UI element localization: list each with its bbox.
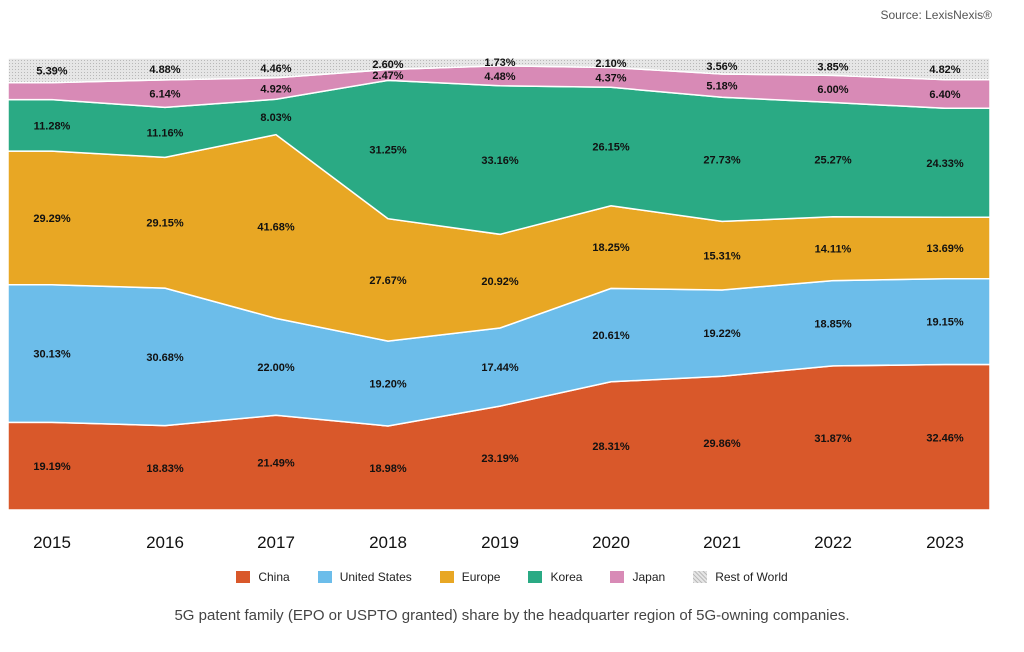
data-label-korea-2021: 27.73%: [703, 154, 741, 166]
legend-item-rest-of-world: Rest of World: [693, 570, 788, 584]
data-label-europe-2017: 41.68%: [257, 222, 295, 234]
source-note: Source: LexisNexis®: [880, 8, 992, 22]
legend-item-japan: Japan: [610, 570, 665, 584]
legend-label-europe: Europe: [461, 570, 501, 584]
data-label-china-2023: 32.46%: [926, 432, 964, 444]
data-label-europe-2021: 15.31%: [703, 251, 741, 263]
data-label-rest-of-world-2023: 4.82%: [929, 64, 960, 76]
legend-label-united-states: United States: [339, 570, 412, 584]
data-label-united-states-2017: 22.00%: [257, 362, 295, 374]
data-label-rest-of-world-2020: 2.10%: [595, 58, 626, 70]
x-axis: 2015 2016 2017 2018 2019 2020 2021 2022 2023: [33, 533, 964, 552]
data-label-china-2019: 23.19%: [481, 453, 519, 465]
legend-swatch-china: [236, 571, 251, 583]
data-label-united-states-2015: 30.13%: [33, 349, 71, 361]
x-tick-label-2020: 2020: [592, 533, 630, 552]
legend-swatch-japan: [610, 571, 625, 583]
data-label-europe-2015: 29.29%: [33, 213, 71, 225]
data-label-japan-2020: 4.37%: [595, 72, 626, 84]
legend-swatch-korea: [528, 571, 543, 583]
data-label-japan-2018: 2.47%: [372, 70, 403, 82]
data-label-europe-2019: 20.92%: [481, 276, 519, 288]
chart-caption: 5G patent family (EPO or USPTO granted) …: [174, 607, 850, 624]
data-label-europe-2023: 13.69%: [926, 243, 964, 255]
x-tick-label-2021: 2021: [703, 533, 741, 552]
data-label-rest-of-world-2019: 1.73%: [484, 57, 515, 69]
data-label-japan-2022: 6.00%: [817, 84, 848, 96]
areas-layer: [7, 57, 991, 511]
legend-swatch-rest-of-world: [693, 571, 708, 583]
data-label-europe-2020: 18.25%: [592, 242, 630, 254]
x-tick-label-2015: 2015: [33, 533, 71, 552]
legend-swatch-europe: [439, 571, 454, 583]
data-label-rest-of-world-2018: 2.60%: [372, 59, 403, 71]
data-label-japan-2021: 5.18%: [706, 81, 737, 93]
data-label-korea-2016: 11.16%: [147, 127, 184, 139]
legend-item-china: China: [236, 570, 290, 584]
legend-item-korea: Korea: [528, 570, 582, 584]
data-label-united-states-2020: 20.61%: [592, 330, 630, 342]
data-label-china-2020: 28.31%: [592, 441, 630, 453]
x-tick-label-2016: 2016: [146, 533, 184, 552]
legend: China United States Europe Korea Japan Rest o…: [0, 570, 1024, 586]
data-label-japan-2017: 4.92%: [260, 84, 291, 96]
data-label-korea-2020: 26.15%: [592, 142, 630, 154]
x-tick-label-2018: 2018: [369, 533, 407, 552]
legend-item-europe: Europe: [439, 570, 501, 584]
data-label-korea-2018: 31.25%: [369, 145, 407, 157]
x-tick-label-2017: 2017: [257, 533, 295, 552]
data-label-united-states-2021: 19.22%: [703, 328, 741, 340]
data-label-united-states-2023: 19.15%: [926, 317, 964, 329]
data-label-china-2016: 18.83%: [146, 463, 184, 475]
x-tick-label-2022: 2022: [814, 533, 852, 552]
data-label-rest-of-world-2016: 4.88%: [149, 64, 180, 76]
data-label-japan-2023: 6.40%: [929, 89, 960, 101]
data-label-korea-2015: 11.28%: [34, 120, 71, 132]
legend-label-rest-of-world: Rest of World: [715, 570, 788, 584]
data-label-korea-2022: 25.27%: [814, 155, 852, 167]
data-label-japan-2019: 4.48%: [484, 71, 515, 83]
data-label-rest-of-world-2021: 3.56%: [706, 61, 737, 73]
data-label-china-2021: 29.86%: [703, 438, 741, 450]
data-labels-layer: 19.19% 18.83% 21.49% 18.98% 23.19% 28.31% 29.8…: [33, 57, 964, 475]
data-label-china-2022: 31.87%: [814, 433, 852, 445]
stacked-area-chart: 19.19% 18.83% 21.49% 18.98% 23.19% 28.31% 29.8…: [7, 57, 991, 552]
area-rest-of-world: [7, 57, 991, 84]
legend-swatch-united-states: [317, 571, 332, 583]
data-label-rest-of-world-2022: 3.85%: [817, 62, 848, 74]
data-label-korea-2019: 33.16%: [481, 155, 519, 167]
x-tick-label-2019: 2019: [481, 533, 519, 552]
data-label-china-2017: 21.49%: [257, 458, 295, 470]
legend-item-united-states: United States: [317, 570, 412, 584]
x-tick-label-2023: 2023: [926, 533, 964, 552]
data-label-rest-of-world-2017: 4.46%: [260, 63, 291, 75]
data-label-europe-2016: 29.15%: [146, 218, 184, 230]
legend-label-china: China: [258, 570, 290, 584]
data-label-rest-of-world-2015: 5.39%: [36, 65, 67, 77]
data-label-korea-2023: 24.33%: [926, 158, 964, 170]
data-label-united-states-2018: 19.20%: [369, 379, 407, 391]
data-label-united-states-2022: 18.85%: [814, 318, 852, 330]
legend-label-japan: Japan: [632, 570, 666, 584]
data-label-china-2015: 19.19%: [33, 461, 71, 473]
data-label-korea-2017: 8.03%: [260, 112, 291, 124]
data-label-china-2018: 18.98%: [369, 463, 407, 475]
data-label-europe-2022: 14.11%: [815, 244, 852, 256]
legend-label-korea: Korea: [550, 570, 583, 584]
data-label-japan-2016: 6.14%: [149, 89, 180, 101]
data-label-united-states-2016: 30.68%: [146, 352, 184, 364]
data-label-united-states-2019: 17.44%: [481, 362, 519, 374]
data-label-europe-2018: 27.67%: [369, 275, 407, 287]
